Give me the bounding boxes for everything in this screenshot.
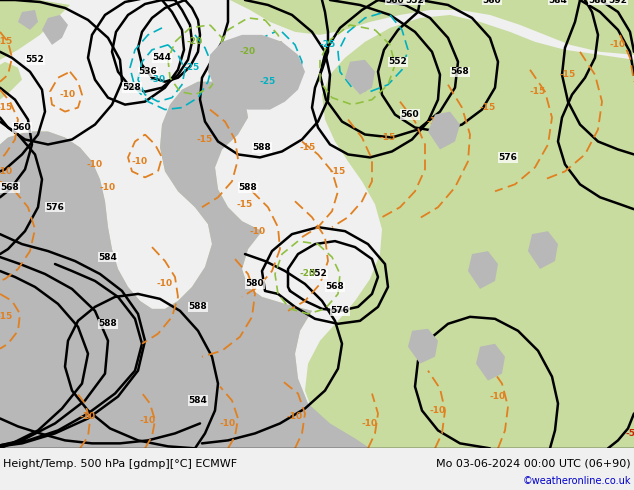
- Text: -10: -10: [60, 90, 76, 99]
- Text: -15: -15: [0, 103, 13, 112]
- Polygon shape: [0, 82, 370, 448]
- Text: -10: -10: [80, 412, 96, 421]
- Text: -20: -20: [187, 37, 203, 47]
- Text: -15: -15: [330, 167, 346, 176]
- Text: 588: 588: [238, 183, 257, 192]
- Text: 592: 592: [609, 0, 628, 4]
- Text: 560: 560: [13, 123, 31, 132]
- Text: 584: 584: [188, 396, 207, 405]
- Text: -20: -20: [240, 48, 256, 56]
- Text: 576: 576: [46, 203, 65, 212]
- Polygon shape: [42, 15, 68, 45]
- Text: -15: -15: [0, 312, 13, 321]
- Text: 588: 588: [189, 302, 207, 311]
- Text: 552: 552: [25, 55, 44, 64]
- Text: -10: -10: [362, 419, 378, 428]
- Polygon shape: [0, 0, 70, 60]
- Text: -15: -15: [480, 103, 496, 112]
- Text: Height/Temp. 500 hPa [gdmp][°C] ECMWF: Height/Temp. 500 hPa [gdmp][°C] ECMWF: [3, 459, 237, 469]
- Text: 576: 576: [330, 306, 349, 316]
- Text: Mo 03-06-2024 00:00 UTC (06+90): Mo 03-06-2024 00:00 UTC (06+90): [436, 459, 631, 469]
- Polygon shape: [468, 251, 498, 289]
- Text: -10: -10: [250, 227, 266, 236]
- Text: 536: 536: [139, 67, 157, 76]
- Text: -10: -10: [87, 160, 103, 169]
- Text: -15: -15: [380, 133, 396, 142]
- Text: 552: 552: [309, 270, 327, 278]
- Text: -10: -10: [610, 40, 626, 49]
- Text: -10: -10: [140, 416, 156, 425]
- Text: -15: -15: [300, 143, 316, 152]
- Polygon shape: [408, 329, 438, 364]
- Text: 544: 544: [153, 53, 172, 62]
- Text: -10: -10: [132, 157, 148, 166]
- Text: 568: 568: [326, 282, 344, 292]
- Text: -10: -10: [157, 279, 173, 289]
- Polygon shape: [345, 60, 375, 95]
- Polygon shape: [18, 10, 38, 30]
- Text: 568: 568: [451, 67, 469, 76]
- Text: -10: -10: [430, 406, 446, 415]
- Text: -10: -10: [287, 412, 303, 421]
- Text: 588: 588: [99, 319, 117, 328]
- Text: -5: -5: [625, 429, 634, 438]
- Polygon shape: [305, 15, 634, 448]
- Text: 584: 584: [548, 0, 567, 4]
- Polygon shape: [0, 82, 370, 448]
- Text: -10: -10: [0, 167, 13, 176]
- Text: 560: 560: [401, 110, 419, 119]
- Text: -10: -10: [220, 419, 236, 428]
- Text: 584: 584: [98, 252, 117, 262]
- Text: -15: -15: [0, 37, 13, 47]
- Polygon shape: [428, 112, 460, 149]
- Text: -25: -25: [320, 40, 336, 49]
- Text: -25: -25: [184, 63, 200, 72]
- Text: -15: -15: [237, 200, 253, 209]
- Text: 588: 588: [588, 0, 607, 4]
- Polygon shape: [0, 62, 22, 99]
- Text: 552: 552: [389, 57, 408, 66]
- Polygon shape: [528, 231, 558, 269]
- Text: 576: 576: [498, 153, 517, 162]
- Text: -15: -15: [197, 135, 213, 144]
- Text: -30: -30: [150, 75, 166, 84]
- Text: -10: -10: [100, 183, 116, 192]
- Text: -15: -15: [427, 117, 443, 126]
- Text: -10: -10: [490, 392, 506, 401]
- Text: ©weatheronline.co.uk: ©weatheronline.co.uk: [522, 476, 631, 486]
- Text: -20: -20: [300, 270, 316, 278]
- Text: 588: 588: [252, 143, 271, 152]
- Polygon shape: [208, 35, 305, 110]
- Text: 528: 528: [122, 83, 141, 92]
- Text: -15: -15: [530, 87, 546, 96]
- Text: 552: 552: [406, 0, 424, 4]
- Polygon shape: [476, 344, 505, 381]
- Text: 580: 580: [246, 279, 264, 289]
- Text: 560: 560: [385, 0, 404, 4]
- Text: 568: 568: [1, 183, 20, 192]
- Text: -25: -25: [260, 77, 276, 86]
- Polygon shape: [230, 0, 634, 55]
- Text: -15: -15: [560, 70, 576, 79]
- Text: 560: 560: [482, 0, 501, 4]
